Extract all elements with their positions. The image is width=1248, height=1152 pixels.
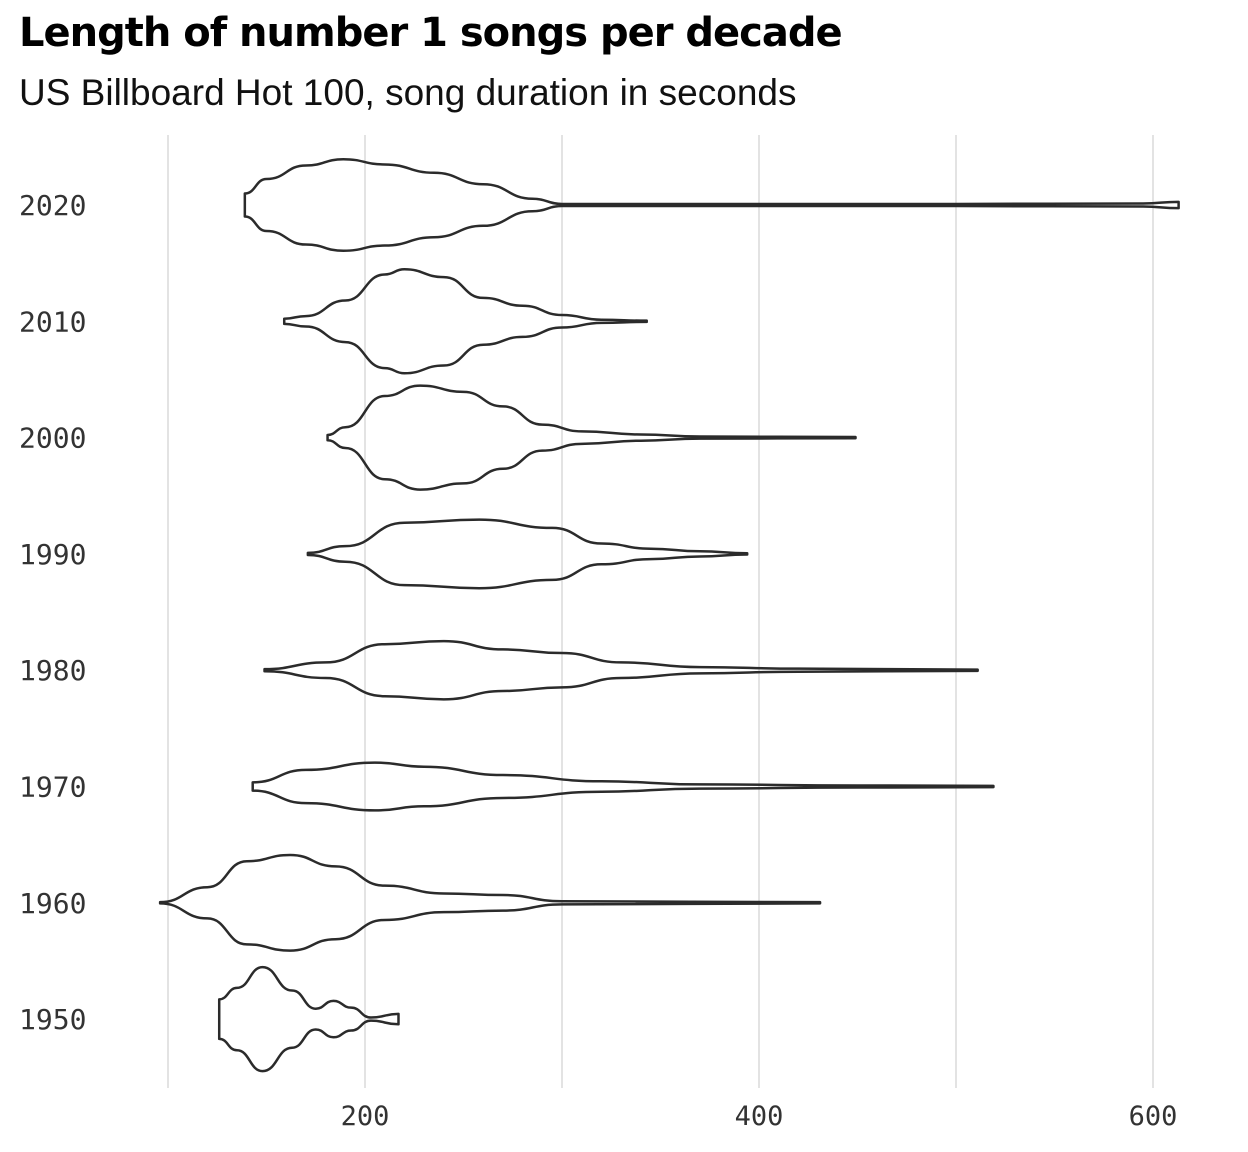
y-tick-label: 1950 <box>19 1003 86 1036</box>
x-tick-label: 600 <box>1129 1101 1178 1132</box>
violin-2000 <box>326 384 857 491</box>
y-tick-label: 2020 <box>19 189 86 222</box>
y-tick-label: 1960 <box>19 887 86 920</box>
gridlines <box>167 135 1154 1088</box>
y-tick-label: 1970 <box>19 771 86 804</box>
violin-1980 <box>263 639 979 701</box>
y-tick-label: 1980 <box>19 654 86 687</box>
violin-1950 <box>217 965 400 1073</box>
chart-title: Length of number 1 songs per decade <box>19 10 843 56</box>
y-tick-label: 2000 <box>19 422 86 455</box>
chart-subtitle: US Billboard Hot 100, song duration in s… <box>19 72 797 113</box>
y-tick-label: 2010 <box>19 305 86 338</box>
violin-2020 <box>243 157 1180 253</box>
x-axis-ticks: 200 400 600 <box>341 1101 1178 1132</box>
y-axis-ticks: 2020 2010 2000 1990 1980 1970 1960 1950 <box>19 189 86 1036</box>
violin-2010 <box>282 268 648 375</box>
x-tick-label: 200 <box>341 1101 390 1132</box>
violin-1990 <box>306 518 749 590</box>
x-tick-label: 400 <box>735 1101 784 1132</box>
violins <box>158 157 1180 1073</box>
violin-1960 <box>158 853 822 952</box>
y-tick-label: 1990 <box>19 538 86 571</box>
violin-1970 <box>251 761 995 812</box>
